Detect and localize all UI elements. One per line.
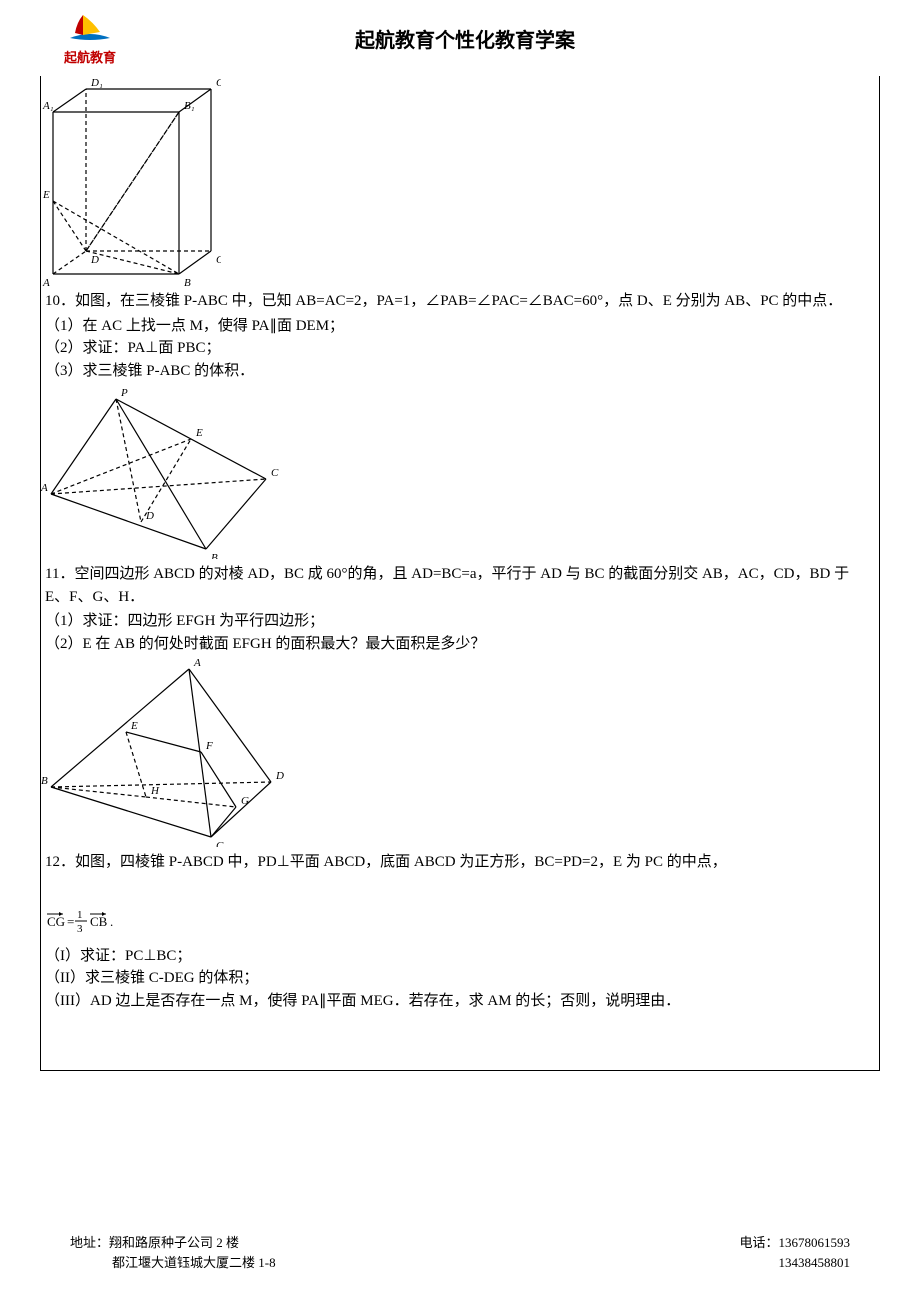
svg-text:D₁: D₁: [90, 77, 103, 89]
svg-text:A: A: [42, 277, 50, 286]
svg-text:A: A: [41, 482, 48, 494]
svg-text:D: D: [90, 254, 99, 266]
svg-text:B: B: [211, 552, 218, 559]
page-header: 起航教育 起航教育个性化教育学案: [0, 0, 920, 71]
svg-text:B₁: B₁: [184, 100, 195, 112]
svg-text:A₁: A₁: [42, 100, 54, 112]
page-title: 起航教育个性化教育学案: [130, 24, 880, 53]
svg-text:CG: CG: [47, 914, 65, 929]
diagram-pyramid-pabc: P A B C D E: [41, 384, 291, 559]
svg-text:P: P: [120, 387, 128, 399]
svg-text:H: H: [150, 785, 160, 797]
diagram-tetrahedron-abcd: A B C D E F G H: [41, 657, 301, 847]
logo: 起航教育: [50, 10, 130, 66]
footer-address-1: 地址：翔和路原种子公司 2 楼: [70, 1233, 239, 1253]
svg-text:C₁: C₁: [216, 77, 221, 89]
svg-text:E: E: [130, 720, 138, 732]
problem-10-sub2: （2）求证：PA⊥面 PBC；: [41, 337, 879, 360]
problem-11-main: 11．空间四边形 ABCD 的对棱 AD，BC 成 60°的角，且 AD=BC=…: [41, 561, 879, 610]
problem-10-sub1: （1）在 AC 上找一点 M，使得 PA∥面 DEM；: [41, 315, 879, 338]
footer-phone-2: 13438458801: [779, 1253, 851, 1273]
svg-text:F: F: [205, 740, 213, 752]
problem-12-main: 12．如图，四棱锥 P-ABCD 中，PD⊥平面 ABCD，底面 ABCD 为正…: [41, 849, 879, 876]
logo-icon: [65, 10, 115, 45]
svg-text:G: G: [241, 795, 249, 807]
svg-text:E: E: [42, 189, 50, 201]
logo-text: 起航教育: [64, 47, 116, 66]
footer-phone-1: 电话：13678061593: [739, 1233, 850, 1253]
footer-line-2: 都江堰大道钰城大厦二楼 1-8 13438458801: [70, 1253, 850, 1273]
problem-10-main: 10．如图，在三棱锥 P-ABC 中，已知 AB=AC=2，PA=1，∠PAB=…: [41, 288, 879, 315]
svg-text:3: 3: [77, 923, 83, 935]
page-footer: 地址：翔和路原种子公司 2 楼 电话：13678061593 都江堰大道钰城大厦…: [70, 1233, 850, 1272]
svg-text:D: D: [145, 510, 154, 522]
svg-text:=: =: [67, 914, 74, 929]
problem-11-sub2: （2）E 在 AB 的何处时截面 EFGH 的面积最大？最大面积是多少？: [41, 633, 879, 656]
svg-text:1: 1: [77, 909, 83, 921]
problem-11-sub1: （1）求证：四边形 EFGH 为平行四边形；: [41, 610, 879, 633]
svg-text:B: B: [41, 775, 48, 787]
svg-text:B: B: [184, 277, 191, 286]
problem-12-formula: CG = 1 3 CB .: [41, 906, 879, 945]
svg-text:A: A: [193, 657, 201, 669]
svg-text:CB: CB: [90, 914, 108, 929]
content-box: A B C D A₁ B₁ C₁ D₁ E 10．如图，在三棱锥 P-ABC 中，已知 AB=A…: [40, 76, 880, 1071]
problem-12-sub3: （III）AD 边上是否存在一点 M，使得 PA∥平面 MEG．若存在，求 AM…: [41, 990, 879, 1013]
footer-address-2: 都江堰大道钰城大厦二楼 1-8: [70, 1253, 276, 1273]
svg-text:C: C: [216, 254, 221, 266]
svg-text:C: C: [271, 467, 279, 479]
svg-text:C: C: [216, 840, 224, 847]
svg-text:E: E: [195, 427, 203, 439]
problem-12-sub1: （I）求证：PC⊥BC；: [41, 945, 879, 968]
svg-text:.: .: [110, 914, 113, 929]
diagram-cuboid: A B C D A₁ B₁ C₁ D₁ E: [41, 76, 221, 286]
problem-10-sub3: （3）求三棱锥 P-ABC 的体积．: [41, 360, 879, 383]
footer-line-1: 地址：翔和路原种子公司 2 楼 电话：13678061593: [70, 1233, 850, 1253]
svg-text:D: D: [275, 770, 284, 782]
problem-12-sub2: （II）求三棱锥 C-DEG 的体积；: [41, 967, 879, 990]
